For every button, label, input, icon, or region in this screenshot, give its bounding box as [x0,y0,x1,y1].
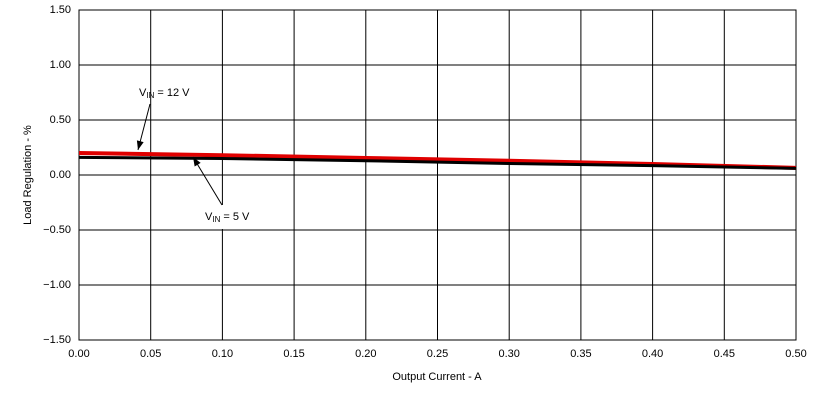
x-tick-label: 0.35 [570,348,591,360]
annotation-background [191,205,265,229]
annotation-symbol: V [139,87,147,99]
x-tick-label: 0.05 [140,348,161,360]
y-tick-label: 0.00 [50,169,71,181]
x-tick-label: 0.50 [785,348,806,360]
y-tick-label: −1.50 [43,334,71,346]
x-tick-label: 0.10 [212,348,233,360]
annotation-text: = 5 V [223,211,250,223]
x-axis-label: Output Current - A [392,371,482,383]
y-tick-label: −1.00 [43,279,71,291]
annotation-subscript: IN [146,91,154,100]
y-axis-label: Load Regulation - % [22,125,34,225]
annotation: VIN = 12 V [139,87,190,100]
x-tick-label: 0.45 [714,348,735,360]
y-tick-label: 1.00 [50,59,71,71]
x-tick-label: 0.40 [642,348,663,360]
annotation-arrowhead [136,140,144,150]
annotation-arrowhead [193,157,201,167]
y-tick-label: 1.50 [50,4,71,16]
x-tick-label: 0.25 [427,348,448,360]
annotation-subscript: IN [212,215,220,224]
x-tick-label: 0.00 [68,348,89,360]
annotation-arrow [192,156,223,206]
x-tick-label: 0.15 [283,348,304,360]
x-tick-label: 0.30 [498,348,519,360]
y-tick-label: 0.50 [50,114,71,126]
annotation: VIN = 5 V [205,211,250,224]
annotation-symbol: V [205,211,213,223]
y-tick-label: −0.50 [43,224,71,236]
annotation-text: = 12 V [157,87,190,99]
series-line [78,155,797,170]
x-tick-label: 0.20 [355,348,376,360]
